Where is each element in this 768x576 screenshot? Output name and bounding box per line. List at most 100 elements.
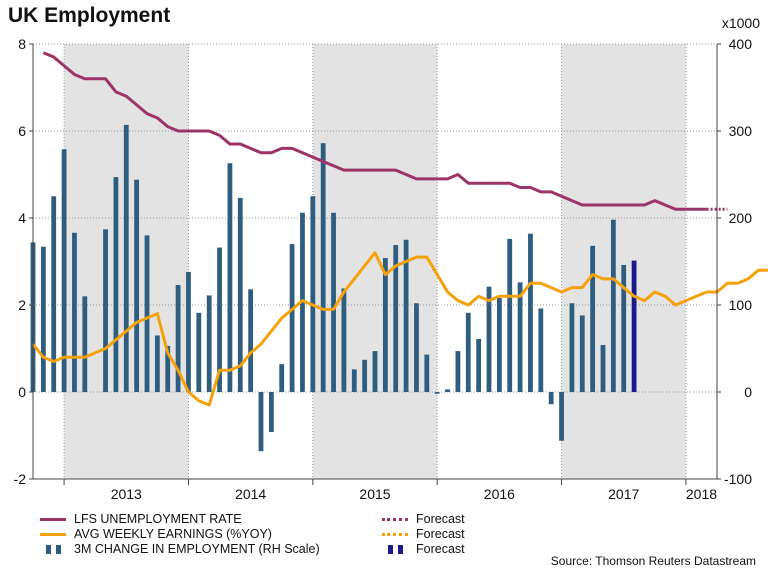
- employment-bar: [538, 308, 544, 392]
- employment-bar: [351, 369, 357, 392]
- employment-bar: [465, 312, 471, 392]
- axes: [32, 44, 718, 480]
- chart-title: UK Employment: [8, 4, 171, 27]
- x-tick-label: 2013: [111, 486, 142, 502]
- employment-bar: [103, 229, 108, 392]
- legend-label-employment-change: 3M CHANGE IN EMPLOYMENT (RH Scale): [74, 542, 320, 556]
- left-tick-label: 0: [18, 384, 26, 400]
- employment-bar: [40, 246, 46, 392]
- legend-swatch-unemployment-rate: [40, 512, 66, 526]
- legend-swatch-employment-forecast: [388, 542, 404, 556]
- employment-bar: [341, 288, 347, 392]
- employment-bar: [559, 392, 564, 441]
- employment-bar: [268, 392, 274, 433]
- employment-bar: [621, 264, 627, 392]
- employment-bar: [217, 247, 222, 392]
- employment-bar: [248, 289, 254, 392]
- employment-bar: [424, 354, 430, 392]
- employment-bar: [393, 244, 399, 392]
- employment-bar: [382, 258, 388, 392]
- employment-bar: [579, 315, 585, 392]
- employment-bar: [237, 197, 243, 392]
- employment-bar: [186, 271, 191, 392]
- employment-bar: [569, 303, 575, 392]
- legend-swatch-employment-change: [46, 542, 62, 556]
- legend-label-weekly-earnings: AVG WEEKLY EARNINGS (%YOY): [74, 527, 272, 541]
- employment-bar: [610, 219, 616, 392]
- employment-bar: [113, 177, 119, 392]
- employment-bar: [144, 235, 150, 392]
- employment-bar: [72, 232, 77, 392]
- left-tick-label: -2: [14, 471, 27, 487]
- employment-bar: [600, 345, 606, 392]
- legend-item-employment-change: 3M CHANGE IN EMPLOYMENT (RH Scale): [40, 542, 370, 556]
- x-tick-label: 2016: [484, 486, 515, 502]
- legend-item-weekly-earnings: AVG WEEKLY EARNINGS (%YOY): [40, 527, 370, 541]
- employment-bar: [51, 196, 57, 392]
- legend-swatch-earnings-forecast: [382, 527, 408, 541]
- x-tick-label: 2018: [686, 486, 717, 502]
- employment-bar: [227, 163, 233, 392]
- employment-bar: [590, 245, 596, 392]
- employment-bar: [61, 149, 67, 392]
- right-axis-ticks: -100 0 100 200 300 400: [717, 36, 752, 487]
- right-tick-label: 300: [729, 123, 753, 139]
- employment-bar: [403, 239, 409, 392]
- unemployment-rate-line: [42, 51, 707, 211]
- right-tick-label: 0: [744, 384, 752, 400]
- employment-bar: [258, 392, 264, 452]
- employment-bar: [414, 303, 419, 392]
- right-tick-label: 200: [729, 210, 753, 226]
- left-tick-label: 8: [18, 36, 26, 52]
- left-tick-label: 4: [18, 210, 26, 226]
- employment-bar: [331, 212, 336, 392]
- employment-bar: [517, 282, 523, 392]
- source-note: Source: Thomson Reuters Datastream: [550, 554, 756, 568]
- series-lines: [31, 51, 768, 407]
- x-tick-label: 2015: [359, 486, 390, 502]
- employment-bar: [486, 286, 492, 392]
- employment-bar: [434, 392, 440, 394]
- right-tick-label: 400: [729, 36, 753, 52]
- x-tick-label: 2017: [608, 486, 639, 502]
- employment-bar: [548, 392, 554, 405]
- legend-item-rate-forecast: Forecast: [382, 512, 502, 526]
- employment-bar: [320, 143, 326, 392]
- legend-label-employment-forecast: Forecast: [416, 542, 465, 556]
- employment-bar: [528, 233, 533, 392]
- legend-swatch-weekly-earnings: [40, 527, 66, 541]
- right-tick-label: -100: [724, 471, 752, 487]
- employment-bar: [496, 298, 502, 392]
- employment-bar: [165, 345, 171, 392]
- employment-bar: [362, 359, 368, 392]
- employment-bar: [196, 312, 202, 392]
- x-axis-ticks: 2013 2014 2015 2016 2017 2018: [63, 479, 717, 502]
- shaded-band-2017: [561, 44, 686, 479]
- earnings-line: [31, 251, 768, 407]
- employment-bar: [289, 244, 295, 392]
- employment-bar: [82, 296, 88, 392]
- employment-bar: [279, 364, 285, 392]
- employment-bar: [445, 389, 450, 392]
- employment-bar: [310, 196, 316, 392]
- legend-item-earnings-forecast: Forecast: [382, 527, 502, 541]
- employment-forecast-bar: [631, 260, 637, 392]
- left-tick-label: 6: [18, 123, 26, 139]
- left-tick-label: 2: [18, 297, 26, 313]
- left-axis-ticks: -2 0 2 4 6 8: [14, 36, 33, 487]
- x-tick-label: 2014: [235, 486, 266, 502]
- legend-item-unemployment-rate: LFS UNEMPLOYMENT RATE: [40, 512, 370, 526]
- employment-bar: [476, 338, 482, 392]
- legend-label-rate-forecast: Forecast: [416, 512, 465, 526]
- right-tick-label: 100: [729, 297, 753, 313]
- legend-label-earnings-forecast: Forecast: [416, 527, 465, 541]
- legend-item-employment-forecast: Forecast: [382, 542, 502, 556]
- employment-bar: [154, 335, 160, 392]
- legend-label-unemployment-rate: LFS UNEMPLOYMENT RATE: [74, 512, 242, 526]
- employment-bar: [175, 284, 181, 392]
- employment-bar: [455, 351, 461, 392]
- employment-bar: [134, 179, 140, 392]
- employment-bar: [123, 124, 129, 392]
